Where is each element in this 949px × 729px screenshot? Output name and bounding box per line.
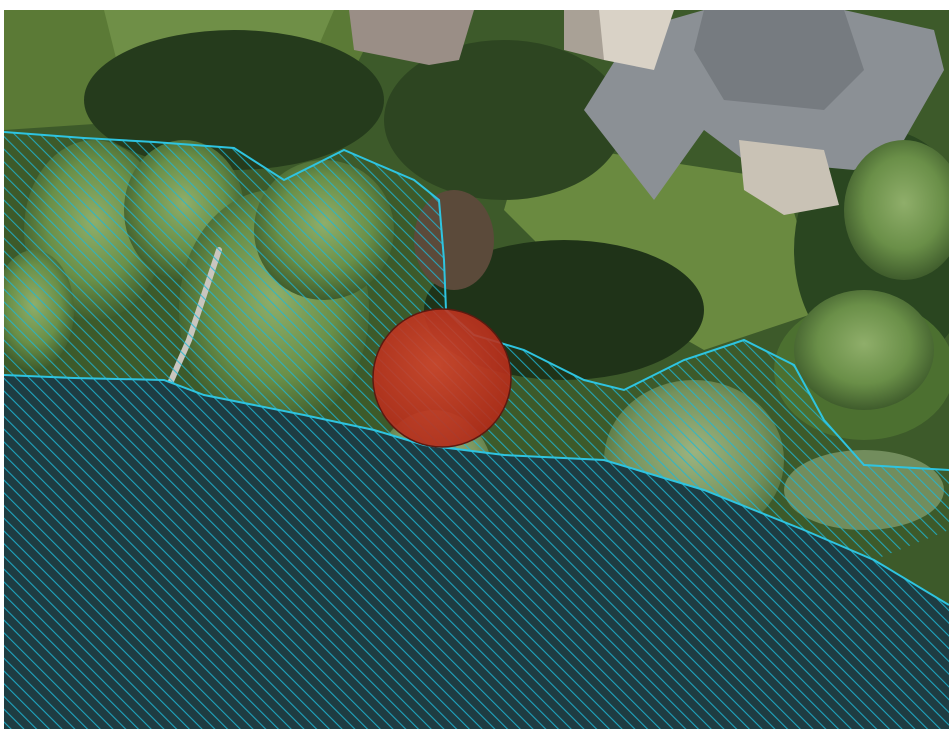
water-hatch[interactable] — [4, 375, 949, 729]
aerial-map-canvas[interactable] — [4, 10, 949, 729]
house-roof-small — [349, 10, 474, 65]
buildings — [349, 10, 944, 215]
patio — [739, 140, 839, 215]
map-view[interactable] — [4, 10, 949, 729]
location-marker[interactable] — [372, 308, 512, 448]
